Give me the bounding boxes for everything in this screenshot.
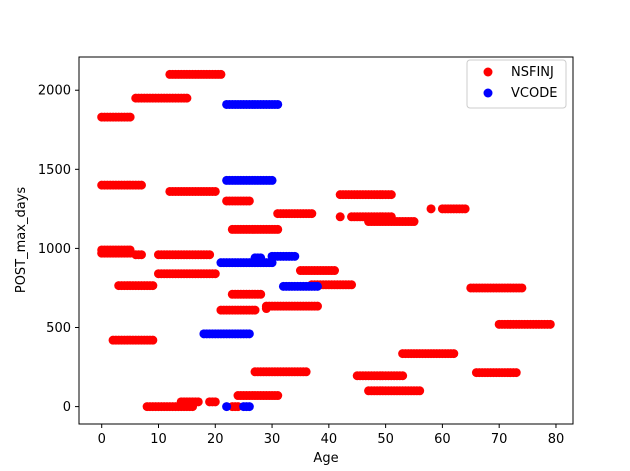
x-tick-label: 40 <box>321 432 338 447</box>
data-point-nsfinj <box>398 371 408 381</box>
data-point-nsfinj <box>517 283 527 293</box>
data-point-nsfinj <box>136 250 146 260</box>
data-point-nsfinj <box>511 368 521 378</box>
y-tick-label: 1500 <box>38 163 71 178</box>
x-tick-label: 10 <box>150 432 167 447</box>
data-point-nsfinj <box>273 391 283 401</box>
data-point-nsfinj <box>210 186 220 196</box>
data-point-nsfinj <box>347 280 357 290</box>
data-point-nsfinj <box>148 281 158 291</box>
data-point-vcode <box>256 253 266 263</box>
data-point-vcode <box>244 402 254 412</box>
y-axis: 0 500 1000 1500 2000 <box>38 84 79 415</box>
legend: NSFINJ VCODE <box>466 59 567 109</box>
x-tick-label: 60 <box>434 432 451 447</box>
plot-area <box>97 69 555 412</box>
data-point-nsfinj <box>136 180 146 190</box>
data-point-nsfinj <box>250 305 260 315</box>
x-tick-label: 30 <box>264 432 281 447</box>
data-point-nsfinj <box>386 190 396 200</box>
data-point-nsfinj <box>182 93 192 103</box>
data-point-nsfinj <box>460 204 470 214</box>
legend-marker-vcode <box>483 88 493 98</box>
data-point-nsfinj <box>545 319 555 329</box>
data-point-nsfinj <box>426 204 436 214</box>
data-point-nsfinj <box>210 269 220 279</box>
y-tick-label: 0 <box>63 400 71 415</box>
x-axis: 0 10 20 30 40 50 60 70 80 <box>98 424 565 447</box>
data-point-vcode <box>312 281 322 291</box>
legend-label-nsfinj: NSFINJ <box>511 65 554 80</box>
data-point-vcode <box>290 251 300 261</box>
data-point-nsfinj <box>415 386 425 396</box>
x-tick-label: 50 <box>377 432 394 447</box>
axes: 0 10 20 30 40 50 60 70 80 0 500 1000 1500 2000 Age P… <box>14 56 574 466</box>
data-point-nsfinj <box>148 335 158 345</box>
series-nsfinj <box>97 69 555 412</box>
data-point-nsfinj <box>409 217 419 227</box>
data-point-nsfinj <box>273 224 283 234</box>
data-point-nsfinj <box>330 266 340 276</box>
data-point-nsfinj <box>301 367 311 377</box>
legend-label-vcode: VCODE <box>511 86 557 101</box>
y-tick-label: 2000 <box>38 84 71 99</box>
data-point-nsfinj <box>205 250 215 260</box>
data-point-nsfinj <box>210 397 220 407</box>
y-tick-label: 1000 <box>38 242 71 257</box>
x-tick-label: 20 <box>207 432 224 447</box>
data-point-nsfinj <box>125 112 135 122</box>
data-point-nsfinj <box>335 212 345 222</box>
data-point-nsfinj <box>307 209 317 219</box>
x-tick-label: 0 <box>98 432 106 447</box>
series-vcode <box>199 99 322 412</box>
axes-frame <box>78 56 574 425</box>
data-point-vcode <box>244 329 254 339</box>
x-axis-label: Age <box>313 451 338 466</box>
x-tick-label: 80 <box>548 432 565 447</box>
data-point-nsfinj <box>193 397 203 407</box>
legend-marker-nsfinj <box>483 67 493 77</box>
data-point-nsfinj <box>261 304 271 314</box>
x-tick-label: 70 <box>491 432 508 447</box>
data-point-nsfinj <box>312 301 322 311</box>
data-point-nsfinj <box>256 289 266 299</box>
data-point-nsfinj <box>449 349 459 359</box>
data-point-nsfinj <box>244 196 254 206</box>
data-point-nsfinj <box>216 69 226 79</box>
y-axis-label: POST_max_days <box>14 187 29 293</box>
y-tick-label: 500 <box>46 321 71 336</box>
data-point-vcode <box>222 402 232 412</box>
data-point-vcode <box>267 175 277 185</box>
data-point-vcode <box>273 99 283 109</box>
